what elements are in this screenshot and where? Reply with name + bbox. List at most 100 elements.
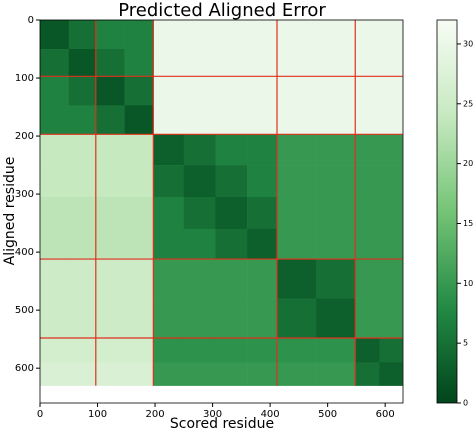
- heatmap-cell: [68, 298, 97, 339]
- heatmap-cell: [215, 165, 248, 198]
- heatmap-cell: [124, 134, 154, 166]
- heatmap-cell: [124, 105, 154, 135]
- heatmap-cell: [355, 105, 380, 135]
- heatmap-cell: [95, 298, 125, 339]
- heatmap-cell: [379, 105, 403, 135]
- heatmap-cell: [124, 259, 154, 299]
- heatmap-cell: [247, 196, 278, 230]
- heatmap-cell: [247, 338, 278, 363]
- heatmap-cell: [153, 228, 185, 260]
- x-tick-label: 200: [146, 409, 165, 420]
- heatmap-cell: [68, 338, 97, 363]
- heatmap-cell: [316, 196, 356, 230]
- heatmap-cell: [316, 298, 356, 339]
- heatmap-cell: [247, 362, 278, 386]
- heatmap-cell: [379, 362, 403, 386]
- heatmap-cell: [215, 196, 248, 230]
- heatmap-cell: [183, 105, 216, 135]
- heatmap-cell: [379, 134, 403, 166]
- heatmap-cell: [277, 76, 317, 106]
- heatmap-cell: [277, 105, 317, 135]
- heatmap-cell: [355, 49, 380, 77]
- heatmap-cell: [183, 259, 216, 299]
- heatmap-cell: [68, 76, 97, 106]
- heatmap-cell: [316, 134, 356, 166]
- heatmap-cell: [153, 196, 185, 230]
- heatmap-cell: [68, 259, 97, 299]
- y-tick-label: 400: [15, 247, 34, 258]
- colorbar-tick-label: 25: [463, 99, 473, 108]
- heatmap-cell: [153, 49, 185, 77]
- heatmap-cell: [40, 228, 70, 260]
- heatmap-cell: [95, 259, 125, 299]
- heatmap-cell: [215, 338, 248, 363]
- heatmap-cell: [68, 228, 97, 260]
- heatmap-cell: [215, 105, 248, 135]
- heatmap-cell: [68, 362, 97, 386]
- heatmap-cell: [95, 49, 125, 77]
- colorbar-tick-label: 30: [463, 39, 473, 48]
- heatmap-cell: [95, 20, 125, 50]
- y-tick-label: 200: [15, 131, 34, 142]
- heatmap-cell: [277, 338, 317, 363]
- heatmap-cell: [40, 165, 70, 198]
- heatmap-cell: [95, 338, 125, 363]
- heatmap-cell: [316, 49, 356, 77]
- heatmap-cell: [379, 338, 403, 363]
- heatmap-cell: [316, 338, 356, 363]
- x-tick-label: 100: [88, 409, 107, 420]
- heatmap-cell: [355, 362, 380, 386]
- heatmap-cell: [124, 49, 154, 77]
- heatmap-cell: [40, 259, 70, 299]
- heatmap-cell: [379, 165, 403, 198]
- heatmap-cell: [247, 105, 278, 135]
- heatmap-cell: [153, 362, 185, 386]
- heatmap-cell: [153, 76, 185, 106]
- y-tick-label: 600: [15, 363, 34, 374]
- heatmap-cell: [215, 20, 248, 50]
- heatmap-cell: [153, 20, 185, 50]
- heatmap-cell: [247, 134, 278, 166]
- heatmap-cell: [215, 298, 248, 339]
- heatmap-cell: [40, 49, 70, 77]
- heatmap-cell: [183, 228, 216, 260]
- heatmap-cell: [68, 134, 97, 166]
- heatmap-cell: [95, 228, 125, 260]
- y-tick-label: 300: [15, 189, 34, 200]
- heatmap-cell: [153, 165, 185, 198]
- heatmap-cell: [379, 20, 403, 50]
- heatmap-cell: [183, 134, 216, 166]
- heatmap-cell: [124, 20, 154, 50]
- heatmap-cell: [215, 362, 248, 386]
- heatmap-cell: [95, 105, 125, 135]
- x-tick-label: 300: [203, 409, 222, 420]
- heatmap-cell: [277, 165, 317, 198]
- heatmap-cell: [247, 259, 278, 299]
- heatmap-cell: [40, 76, 70, 106]
- heatmap-cell: [124, 228, 154, 260]
- heatmap-cell: [316, 362, 356, 386]
- heatmap-cell: [355, 338, 380, 363]
- heatmap-cell: [124, 298, 154, 339]
- colorbar-tick-label: 0: [463, 399, 468, 408]
- heatmap-cell: [277, 298, 317, 339]
- colorbar-tick-label: 5: [463, 339, 468, 348]
- heatmap-cell: [153, 259, 185, 299]
- heatmap-cell: [379, 228, 403, 260]
- x-tick-label: 400: [261, 409, 280, 420]
- heatmap-cell: [95, 165, 125, 198]
- y-tick-label: 0: [28, 15, 34, 26]
- heatmap-cell: [124, 338, 154, 363]
- heatmap-cell: [277, 134, 317, 166]
- heatmap-cell: [247, 76, 278, 106]
- heatmap-cell: [40, 298, 70, 339]
- heatmap-cell: [277, 259, 317, 299]
- heatmap-cell: [277, 196, 317, 230]
- heatmap-cell: [379, 76, 403, 106]
- heatmap-cell: [247, 49, 278, 77]
- heatmap-cell: [316, 259, 356, 299]
- heatmap-cell: [355, 298, 380, 339]
- heatmap-cell: [215, 49, 248, 77]
- x-tick-label: 500: [318, 409, 337, 420]
- heatmap-cell: [124, 165, 154, 198]
